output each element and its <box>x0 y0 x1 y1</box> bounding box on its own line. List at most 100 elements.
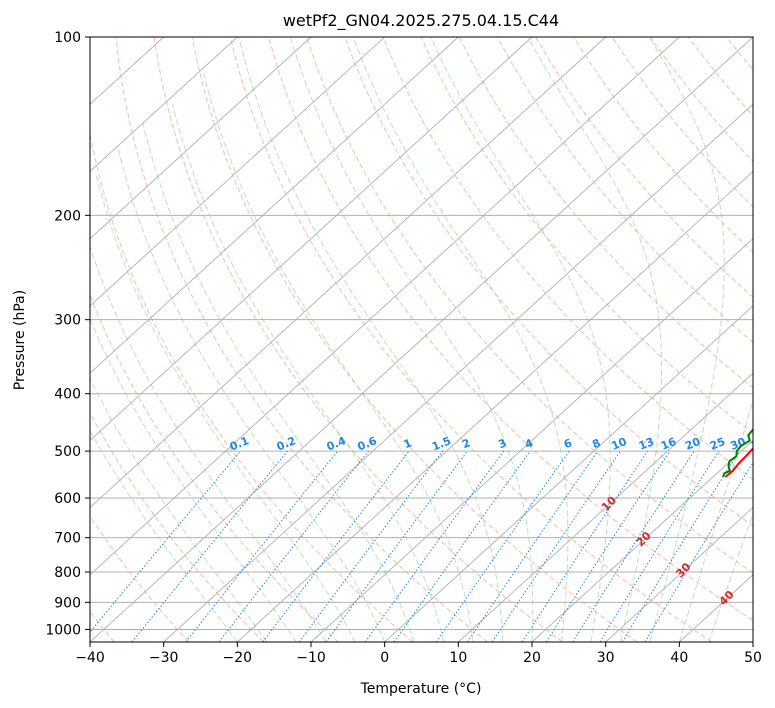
y-tick-label: 300 <box>54 313 81 329</box>
x-tick-label: 0 <box>380 650 389 666</box>
mixing-ratio-line <box>621 450 740 642</box>
y-axis-label: Pressure (hPa) <box>12 290 28 390</box>
isotherm-line <box>310 238 753 642</box>
plot-area: 0.10.20.40.611.52346810131620253036-100-… <box>90 37 768 642</box>
x-tick-label: −30 <box>149 650 179 666</box>
sounding-profiles <box>722 428 753 478</box>
isotherm-line <box>90 37 606 509</box>
mixing-ratio-line <box>467 450 599 642</box>
plot-frame <box>89 36 754 643</box>
moist-adiabat <box>289 37 534 642</box>
isotherm-line <box>90 37 680 576</box>
mixing-ratio-label: 2 <box>460 436 472 451</box>
mixing-ratio-line <box>572 450 695 642</box>
x-tick-label: 40 <box>670 650 688 666</box>
moist-adiabat <box>90 429 238 642</box>
isotherm-line <box>90 37 385 307</box>
moist-adiabats <box>90 37 753 642</box>
moist-adiabat <box>678 398 753 642</box>
x-tick-label: −20 <box>223 650 253 666</box>
mixing-ratio-line <box>218 450 369 642</box>
x-tick-label: −10 <box>296 650 326 666</box>
y-tick-label: 400 <box>54 387 81 403</box>
mixing-ratio-line <box>131 450 288 642</box>
moist-adiabat <box>90 377 268 642</box>
dry-adiabat <box>306 37 753 574</box>
moist-adiabat <box>90 244 327 642</box>
mixing-ratio-line <box>435 450 570 642</box>
moist-adiabat <box>142 123 415 642</box>
moist-adiabat <box>238 37 503 642</box>
mixing-ratio-label: 10 <box>610 435 629 453</box>
y-tick-label: 800 <box>54 565 81 581</box>
mixing-ratio-label: 36 <box>749 435 768 453</box>
isotherm-line <box>531 439 753 642</box>
y-tick-label: 900 <box>54 595 81 611</box>
moist-adiabat <box>172 104 445 642</box>
dewpoint-profile-line <box>722 428 753 478</box>
pressure-gridlines <box>90 37 753 630</box>
mixing-ratio-line <box>545 450 671 642</box>
isotherm-line <box>384 305 753 642</box>
dry-adiabat <box>268 37 753 622</box>
mixing-ratio-line <box>364 450 505 642</box>
isotherm-line <box>163 103 753 642</box>
dry-adiabat <box>420 37 753 435</box>
mixing-ratio-line <box>521 450 649 642</box>
x-tick-label: 50 <box>744 650 762 666</box>
moist-adiabat <box>203 72 474 642</box>
mixing-ratio-label: 16 <box>659 435 678 453</box>
moist-adiabat <box>430 37 611 642</box>
dry-adiabat <box>496 37 753 344</box>
dry-adiabat <box>115 37 488 642</box>
mixing-ratio-lines <box>90 450 753 642</box>
y-tick-label: 700 <box>54 531 81 547</box>
isotherm-line <box>90 37 753 642</box>
mixing-ratio-line <box>599 450 720 642</box>
mixing-ratio-label: 20 <box>683 435 702 453</box>
x-axis-label: Temperature (°C) <box>360 681 482 697</box>
y-tick-label: 600 <box>54 491 81 507</box>
dry-adiabat <box>191 37 638 642</box>
isotherm-line <box>605 506 753 642</box>
isotherm-line <box>90 37 238 173</box>
mixing-ratio-label: 8 <box>590 436 602 451</box>
y-tick-label: 500 <box>54 444 81 460</box>
isotherm-line <box>90 37 459 374</box>
isotherm-line <box>458 372 753 642</box>
chart-title: wetPf2_GN04.2025.275.04.15.C44 <box>283 11 559 31</box>
isotherm-line <box>90 37 312 240</box>
moist-adiabat <box>95 173 356 642</box>
mixing-ratio-label: 3 <box>496 436 508 451</box>
dry-adiabat <box>153 37 563 642</box>
mixing-ratio-line <box>491 450 621 642</box>
x-tick-label: 30 <box>597 650 615 666</box>
y-tick-label: 200 <box>54 208 81 224</box>
moist-adiabat <box>648 37 725 642</box>
mixing-ratio-line <box>262 450 410 642</box>
dry-adiabat <box>382 37 753 481</box>
x-tick-label: 10 <box>449 650 467 666</box>
x-tick-label: 20 <box>523 650 541 666</box>
y-tick-label: 1000 <box>45 622 81 638</box>
mixing-ratio-line <box>298 450 444 642</box>
isotherm-line <box>237 170 753 642</box>
mixing-ratio-label: 25 <box>708 435 727 453</box>
mixing-ratio-line <box>325 450 468 642</box>
moist-adiabat <box>352 37 569 642</box>
moist-adiabat <box>90 317 297 642</box>
x-tick-label: −40 <box>75 650 105 666</box>
moist-adiabat <box>527 37 663 642</box>
mixing-ratio-label: 1 <box>402 436 414 451</box>
dry-adiabat <box>535 37 753 298</box>
mixing-ratio-label: 13 <box>637 435 656 453</box>
skewed-isotherms <box>90 37 753 642</box>
y-axis-ticks: 100 200 300 400 500 600 700 800 900 1000 <box>45 30 90 638</box>
mixing-ratio-label: 30 <box>728 435 747 453</box>
y-tick-label: 100 <box>54 30 81 46</box>
isotherm-line <box>90 37 533 441</box>
x-axis-ticks: −40 −30 −20 −10 0 10 20 30 40 50 <box>75 642 762 666</box>
mixing-ratio-line <box>393 450 531 642</box>
mixing-ratio-line <box>644 461 753 642</box>
